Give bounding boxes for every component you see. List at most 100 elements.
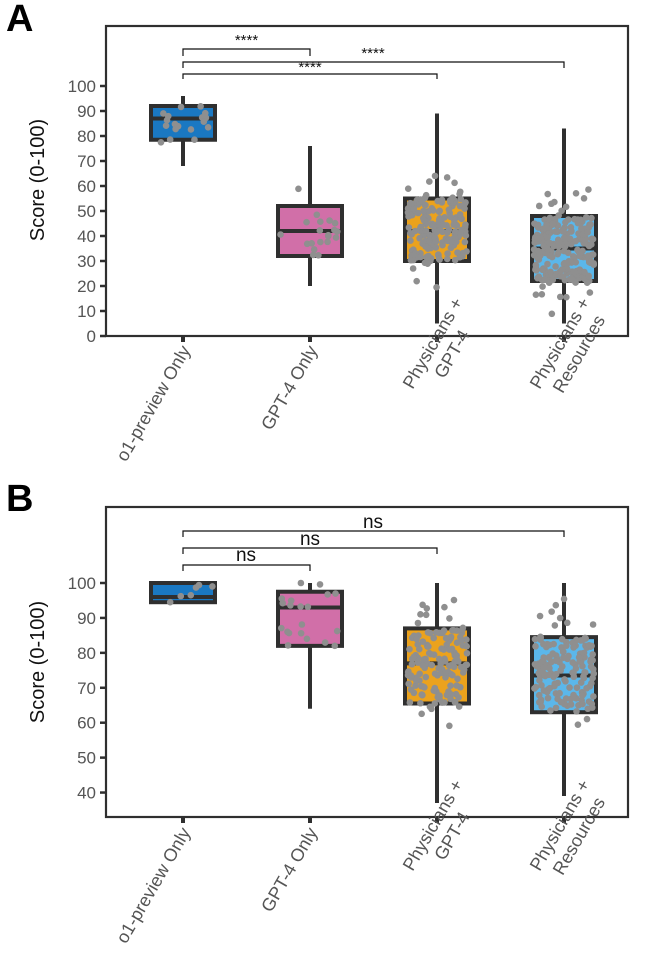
data-point [585, 698, 593, 705]
data-point [579, 235, 587, 243]
data-point [535, 235, 542, 242]
significance-bracket: **** [182, 59, 438, 79]
data-point [433, 283, 440, 291]
significance-label: **** [235, 32, 259, 49]
data-point [577, 679, 585, 686]
data-point [444, 237, 452, 245]
data-point [539, 283, 546, 290]
data-point [546, 653, 553, 661]
data-point [567, 228, 575, 235]
data-point [416, 234, 423, 242]
data-point [313, 211, 321, 219]
data-point [551, 622, 559, 629]
y-tick-label: 0 [87, 327, 96, 346]
data-point [570, 669, 577, 677]
box-2 [276, 579, 344, 709]
data-point [548, 608, 555, 615]
data-point [443, 255, 451, 263]
data-point [560, 654, 567, 662]
data-point [436, 692, 443, 700]
x-tick-label: o1-preview Only [112, 824, 194, 947]
data-point [455, 703, 463, 710]
x-tick-label: GPT-4 Only [257, 824, 321, 915]
data-point [404, 185, 412, 193]
data-point [574, 721, 582, 728]
data-point [277, 231, 284, 238]
data-point [453, 655, 460, 662]
data-point [321, 639, 329, 646]
data-point [308, 239, 316, 247]
data-point [439, 629, 446, 637]
data-point [424, 260, 431, 268]
y-tick-label: 70 [77, 679, 96, 698]
data-point [278, 595, 286, 602]
data-point [535, 669, 543, 677]
data-point [441, 699, 448, 706]
data-point [540, 664, 548, 672]
data-point [537, 633, 544, 641]
data-point [560, 595, 568, 603]
data-point [585, 272, 593, 280]
data-point [566, 235, 574, 243]
data-point [546, 252, 553, 259]
points-3 [404, 596, 471, 730]
data-point [303, 218, 310, 226]
data-point [555, 248, 562, 256]
data-point [407, 256, 415, 264]
data-point [572, 189, 580, 197]
data-point [407, 672, 415, 679]
data-point [436, 207, 443, 215]
data-point [455, 694, 462, 701]
y-tick-label: 30 [77, 252, 96, 271]
data-point [164, 112, 172, 120]
data-point [433, 629, 440, 636]
data-point [463, 649, 471, 657]
data-point [449, 671, 456, 679]
data-point [448, 645, 456, 653]
x-tick-label: Physicians +Resources [526, 776, 613, 885]
data-point [209, 583, 216, 590]
data-point [441, 658, 449, 665]
data-point [570, 644, 577, 651]
data-point [431, 684, 439, 692]
data-point [285, 629, 293, 637]
data-point [333, 627, 341, 635]
data-point [324, 231, 332, 239]
data-point [450, 596, 458, 604]
bracket-line [182, 564, 311, 571]
data-point [298, 621, 306, 628]
data-point [451, 699, 459, 706]
data-point [567, 701, 575, 708]
data-point [443, 174, 451, 181]
data-point [428, 661, 436, 669]
data-point [450, 626, 458, 634]
y-tick-label: 50 [77, 202, 96, 221]
data-point [331, 226, 338, 234]
data-point [442, 634, 450, 642]
data-point [422, 227, 430, 234]
significance-label: **** [361, 45, 385, 62]
panel-label-a: A [6, 0, 34, 40]
data-point [187, 591, 195, 599]
box-4 [530, 128, 598, 324]
data-point [457, 230, 464, 238]
data-point [564, 249, 572, 257]
data-point [541, 216, 548, 223]
data-point [582, 213, 590, 221]
data-point [531, 635, 539, 643]
box-3 [403, 583, 471, 804]
data-point [405, 213, 412, 220]
data-point [414, 619, 422, 627]
data-point [422, 243, 429, 250]
data-point [557, 667, 565, 674]
points-3 [404, 172, 470, 291]
data-point [562, 218, 569, 226]
data-point [422, 611, 430, 619]
data-point [433, 228, 441, 236]
data-point [583, 279, 591, 287]
data-point [408, 660, 416, 668]
data-point [438, 196, 446, 204]
data-point [427, 650, 435, 658]
data-point [589, 674, 596, 682]
data-point [589, 235, 597, 243]
